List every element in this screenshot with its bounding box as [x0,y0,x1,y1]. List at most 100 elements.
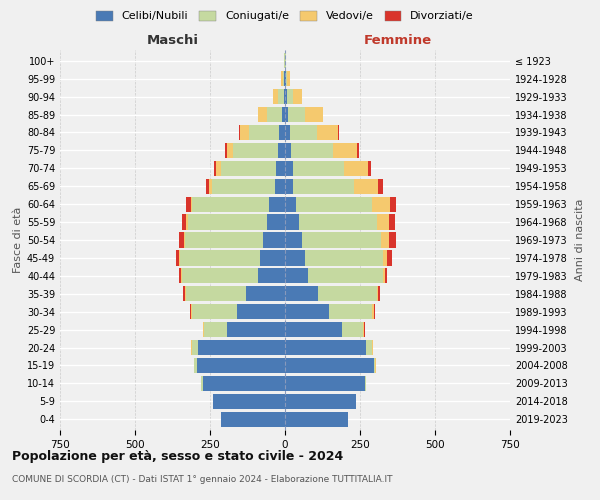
Legend: Celibi/Nubili, Coniugati/e, Vedovi/e, Divorziati/e: Celibi/Nubili, Coniugati/e, Vedovi/e, Di… [92,6,478,26]
Bar [373,358,375,373]
Bar [357,143,359,158]
Y-axis label: Anni di nascita: Anni di nascita [575,198,584,281]
Bar [285,376,365,391]
Bar [284,53,285,68]
Bar [285,89,287,104]
Bar [375,358,376,373]
Bar [343,160,367,176]
Bar [275,178,285,194]
Bar [285,340,366,355]
Bar [293,178,354,194]
Bar [186,214,187,230]
Bar [333,143,357,158]
Bar [285,358,373,373]
Bar [285,196,296,212]
Bar [213,394,285,409]
Bar [363,322,364,337]
Bar [192,304,237,320]
Bar [308,268,383,283]
Bar [285,412,348,427]
Bar [285,250,305,266]
Bar [285,160,293,176]
Bar [277,89,284,104]
Bar [227,143,233,158]
Bar [191,304,192,320]
Bar [184,232,185,248]
Bar [204,322,227,337]
Bar [366,340,372,355]
Bar [285,178,293,194]
Bar [285,125,290,140]
Bar [181,268,182,283]
Bar [192,340,198,355]
Bar [237,304,285,320]
Bar [179,268,181,283]
Bar [279,125,285,140]
Bar [191,340,192,355]
Bar [201,376,203,391]
Bar [286,71,287,86]
Bar [381,232,389,248]
Bar [203,376,285,391]
Bar [182,268,258,283]
Bar [190,304,191,320]
Text: Popolazione per età, sesso e stato civile - 2024: Popolazione per età, sesso e stato civil… [12,450,343,463]
Bar [389,214,395,230]
Bar [387,250,392,266]
Bar [290,125,317,140]
Bar [185,232,263,248]
Bar [233,143,277,158]
Bar [240,125,249,140]
Bar [383,268,385,283]
Bar [285,143,291,158]
Bar [293,89,302,104]
Bar [191,196,192,212]
Bar [267,214,285,230]
Bar [390,196,396,212]
Bar [373,304,375,320]
Bar [281,71,283,86]
Text: Femmine: Femmine [364,34,431,48]
Bar [183,286,185,302]
Bar [377,214,389,230]
Bar [225,143,227,158]
Bar [267,107,282,122]
Bar [372,340,373,355]
Bar [287,71,290,86]
Bar [293,160,343,176]
Bar [282,107,285,122]
Bar [317,125,337,140]
Bar [389,232,396,248]
Bar [187,214,267,230]
Bar [285,322,342,337]
Bar [227,322,285,337]
Bar [273,89,277,104]
Bar [296,196,372,212]
Text: COMUNE DI SCORDIA (CT) - Dati ISTAT 1° gennaio 2024 - Elaborazione TUTTITALIA.IT: COMUNE DI SCORDIA (CT) - Dati ISTAT 1° g… [12,475,392,484]
Bar [192,196,269,212]
Bar [258,268,285,283]
Bar [285,232,302,248]
Bar [186,196,191,212]
Bar [365,376,366,391]
Bar [377,286,378,302]
Bar [299,214,377,230]
Bar [263,232,285,248]
Bar [269,196,285,212]
Bar [176,250,179,266]
Bar [305,107,323,122]
Bar [337,125,339,140]
Bar [285,304,329,320]
Text: Maschi: Maschi [146,34,199,48]
Bar [364,322,365,337]
Bar [239,125,240,140]
Bar [372,196,390,212]
Bar [372,304,373,320]
Bar [193,358,197,373]
Bar [378,178,383,194]
Bar [367,160,371,176]
Bar [246,286,285,302]
Bar [285,394,355,409]
Bar [305,250,383,266]
Bar [291,143,333,158]
